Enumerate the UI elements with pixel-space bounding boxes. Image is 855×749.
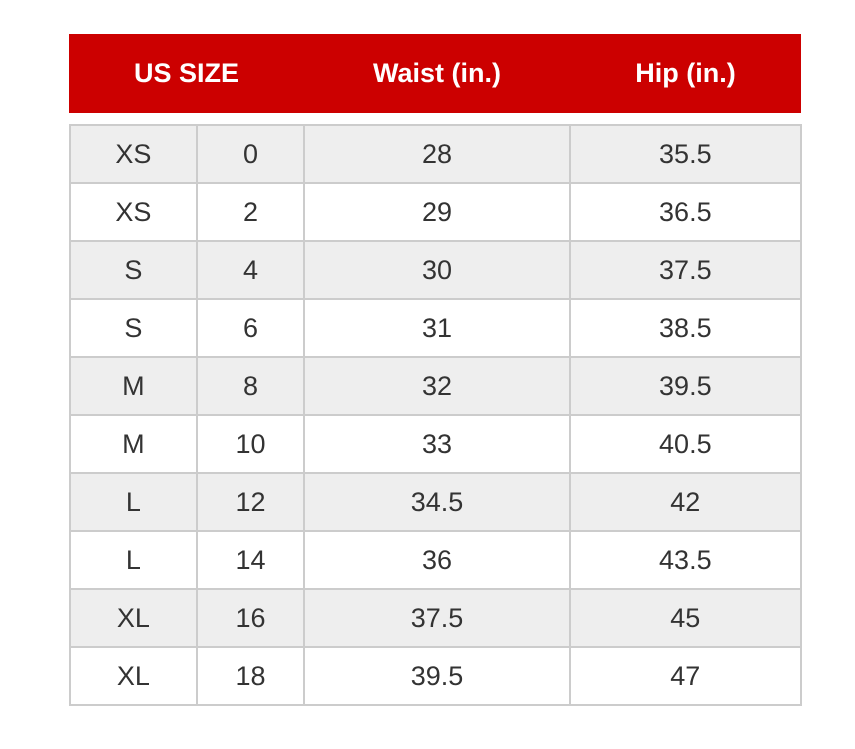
- waist-cell: 33: [303, 414, 571, 474]
- letter-size-cell: L: [69, 530, 198, 590]
- letter-size-cell: S: [69, 240, 198, 300]
- numeric-size-cell: 2: [195, 182, 306, 242]
- numeric-size-cell: 4: [195, 240, 306, 300]
- waist-cell: 28: [303, 124, 571, 184]
- numeric-size-cell: 12: [195, 472, 306, 532]
- table-row: XL 18 39.5 47: [69, 646, 803, 706]
- table-row: L 12 34.5 42: [69, 472, 803, 532]
- letter-size-cell: M: [69, 414, 198, 474]
- numeric-size-cell: 16: [195, 588, 306, 648]
- waist-cell: 39.5: [303, 646, 571, 706]
- letter-size-cell: XS: [69, 182, 198, 242]
- header-hip: Hip (in.): [635, 58, 736, 88]
- header-us-size: US SIZE: [133, 58, 240, 88]
- size-chart-table: XS 0 28 35.5 XS 2 29 36.5 S 4 30 37.5 S 6 31 38.5 M 8 32 39…: [69, 124, 803, 706]
- table-row: XS 0 28 35.5: [69, 124, 803, 184]
- numeric-size-cell: 8: [195, 356, 306, 416]
- hip-cell: 38.5: [568, 298, 803, 358]
- waist-cell: 29: [303, 182, 571, 242]
- letter-size-cell: XL: [69, 588, 198, 648]
- table-row: S 6 31 38.5: [69, 298, 803, 358]
- hip-cell: 35.5: [568, 124, 803, 184]
- numeric-size-cell: 18: [195, 646, 306, 706]
- hip-cell: 43.5: [568, 530, 803, 590]
- letter-size-cell: XL: [69, 646, 198, 706]
- table-row: M 10 33 40.5: [69, 414, 803, 474]
- hip-cell: 37.5: [568, 240, 803, 300]
- hip-cell: 45: [568, 588, 803, 648]
- waist-cell: 37.5: [303, 588, 571, 648]
- waist-cell: 30: [303, 240, 571, 300]
- waist-cell: 32: [303, 356, 571, 416]
- table-row: M 8 32 39.5: [69, 356, 803, 416]
- letter-size-cell: L: [69, 472, 198, 532]
- hip-cell: 36.5: [568, 182, 803, 242]
- waist-cell: 36: [303, 530, 571, 590]
- letter-size-cell: XS: [69, 124, 198, 184]
- numeric-size-cell: 6: [195, 298, 306, 358]
- letter-size-cell: S: [69, 298, 198, 358]
- waist-cell: 31: [303, 298, 571, 358]
- hip-cell: 42: [568, 472, 803, 532]
- table-row: XS 2 29 36.5: [69, 182, 803, 242]
- header-waist: Waist (in.): [373, 58, 501, 88]
- hip-cell: 47: [568, 646, 803, 706]
- numeric-size-cell: 14: [195, 530, 306, 590]
- table-row: XL 16 37.5 45: [69, 588, 803, 648]
- hip-cell: 39.5: [568, 356, 803, 416]
- table-row: L 14 36 43.5: [69, 530, 803, 590]
- numeric-size-cell: 0: [195, 124, 306, 184]
- hip-cell: 40.5: [568, 414, 803, 474]
- letter-size-cell: M: [69, 356, 198, 416]
- table-header: US SIZE Waist (in.) Hip (in.): [69, 34, 801, 113]
- numeric-size-cell: 10: [195, 414, 306, 474]
- waist-cell: 34.5: [303, 472, 571, 532]
- table-row: S 4 30 37.5: [69, 240, 803, 300]
